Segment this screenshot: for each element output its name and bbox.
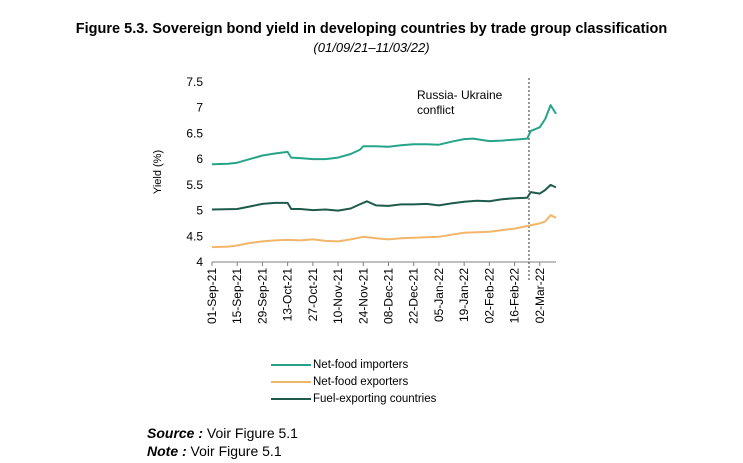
- x-tick-label: 27-Oct-21: [306, 268, 320, 322]
- y-tick-label: 4.5: [186, 229, 203, 243]
- x-tick-label: 01-Sep-21: [205, 268, 219, 324]
- x-tick-label: 08-Dec-21: [382, 268, 396, 324]
- legend-swatch: [271, 363, 311, 366]
- legend-label: Fuel-exporting countries: [313, 392, 437, 405]
- y-tick-label: 6: [196, 152, 203, 166]
- source-note: Source : Voir Figure 5.1: [147, 424, 298, 442]
- legend: Net-food importers Net-food exporters Fu…: [271, 356, 436, 407]
- notes: Source : Voir Figure 5.1 Note : Voir Fig…: [147, 424, 298, 460]
- y-tick-label: 5: [196, 204, 203, 218]
- legend-label: Net-food importers: [313, 358, 409, 371]
- figure-title: Figure 5.3. Sovereign bond yield in deve…: [75, 21, 668, 37]
- series-line-2: [211, 183, 557, 212]
- y-tick-label: 7: [196, 101, 203, 115]
- x-tick-label: 02-Mar-22: [533, 268, 547, 324]
- figure-subtitle: (01/09/21–11/03/22): [313, 40, 430, 55]
- legend-item-net-food-exporters: Net-food exporters: [271, 373, 436, 390]
- legend-item-fuel-exporting: Fuel-exporting countries: [271, 390, 436, 407]
- legend-swatch: [271, 380, 311, 383]
- legend-label: Net-food exporters: [313, 375, 409, 388]
- x-tick-label: 05-Jan-22: [432, 268, 446, 322]
- x-tick-label: 19-Jan-22: [457, 268, 471, 322]
- legend-item-net-food-importers: Net-food importers: [271, 356, 436, 373]
- series-line-0: [211, 104, 557, 166]
- source-label: Source :: [147, 425, 204, 441]
- x-tick-label: 29-Sep-21: [255, 268, 269, 324]
- annotation-line-2: conflict: [417, 103, 455, 117]
- y-tick-label: 4: [196, 255, 203, 269]
- x-tick-label: 24-Nov-21: [356, 268, 370, 324]
- x-tick-label: 16-Feb-22: [508, 268, 522, 324]
- x-tick-label: 10-Nov-21: [331, 268, 345, 324]
- note-text: Voir Figure 5.1: [186, 443, 282, 459]
- y-tick-label: 7.5: [186, 75, 203, 89]
- note-label: Note :: [147, 443, 187, 459]
- y-tick-label: 5.5: [186, 178, 203, 192]
- x-tick-label: 15-Sep-21: [230, 268, 244, 324]
- y-axis-label: Yield (%): [152, 150, 164, 194]
- source-text: Voir Figure 5.1: [203, 425, 298, 441]
- annotation-line-1: Russia- Ukraine: [417, 88, 503, 102]
- y-tick-label: 6.5: [186, 126, 203, 140]
- note-note: Note : Voir Figure 5.1: [147, 442, 298, 460]
- x-tick-label: 22-Dec-21: [407, 268, 421, 324]
- x-tick-label: 13-Oct-21: [281, 268, 295, 322]
- x-tick-label: 02-Feb-22: [482, 268, 496, 324]
- legend-swatch: [271, 397, 311, 400]
- series-line-1: [211, 214, 557, 249]
